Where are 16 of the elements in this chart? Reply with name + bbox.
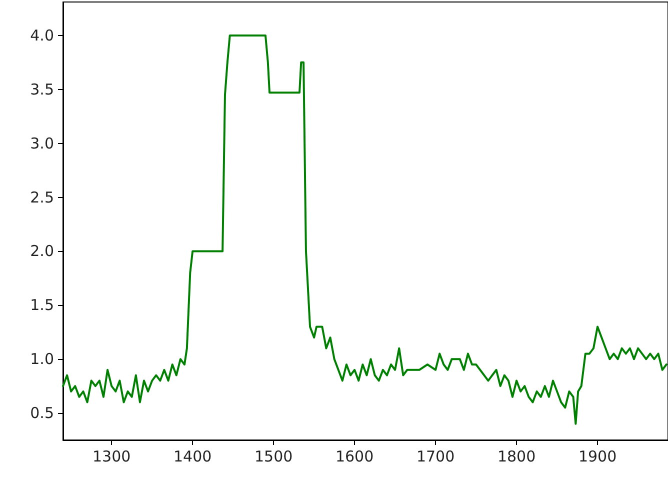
y-tick-label: 1.5 — [30, 296, 54, 314]
x-tick-label: 1900 — [578, 448, 617, 466]
line-series — [62, 34, 668, 425]
y-tick-label: 2.5 — [30, 188, 54, 206]
y-tick-label: 3.5 — [30, 80, 54, 98]
x-tick-label: 1600 — [335, 448, 374, 466]
x-tick-label: 1500 — [254, 448, 293, 466]
y-tick-label: 4.0 — [30, 26, 54, 44]
x-tick-label: 1800 — [497, 448, 536, 466]
y-tick-label: 2.0 — [30, 242, 54, 260]
x-tick-label: 1400 — [173, 448, 212, 466]
x-tick-label: 1700 — [416, 448, 455, 466]
x-tick-label: 1300 — [92, 448, 131, 466]
y-tick-label: 1.0 — [30, 350, 54, 368]
y-tick-label: 3.0 — [30, 134, 54, 152]
y-tick-label: 0.5 — [30, 404, 54, 422]
